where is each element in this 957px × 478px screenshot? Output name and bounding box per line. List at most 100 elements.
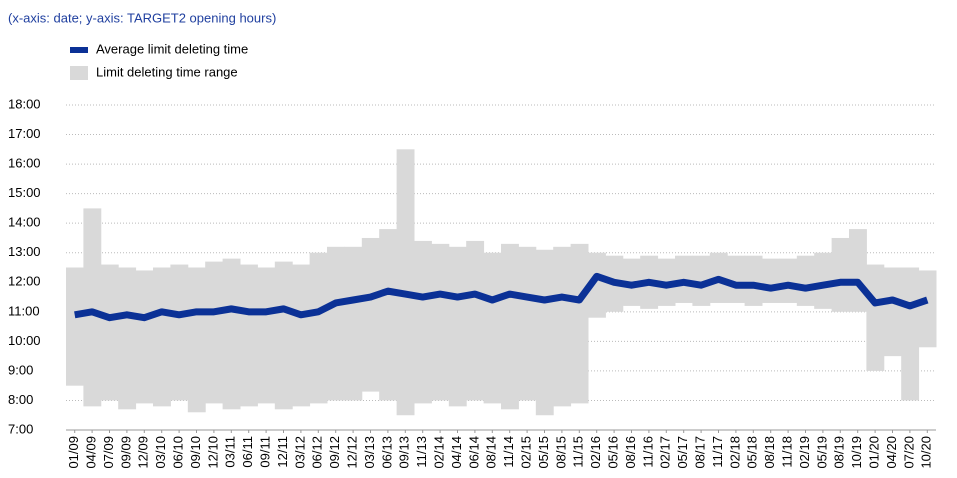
x-tick-label: 01/20	[867, 436, 882, 469]
y-tick-label: 10:00	[8, 333, 41, 348]
range-bar	[222, 258, 241, 410]
x-tick-label: 08/18	[762, 436, 777, 469]
x-tick-label: 04/20	[884, 436, 899, 469]
x-tick-label: 09/09	[118, 436, 133, 469]
y-tick-label: 11:00	[8, 303, 40, 318]
y-tick-label: 13:00	[8, 244, 41, 259]
range-bar	[466, 240, 485, 401]
range-bar	[779, 258, 798, 303]
range-bar	[135, 270, 154, 404]
range-bar	[118, 267, 137, 410]
range-bar	[501, 243, 519, 410]
x-tick-label: 08/16	[623, 436, 638, 469]
legend-swatch	[70, 47, 88, 53]
x-tick-label: 08/14	[484, 436, 499, 469]
range-bar	[344, 246, 363, 401]
x-tick-label: 11/17	[710, 436, 725, 468]
x-tick-label: 04/14	[449, 436, 464, 469]
x-tick-label: 06/12	[310, 436, 325, 469]
range-bar	[396, 149, 415, 416]
range-bar	[762, 258, 780, 303]
x-tick-label: 06/11	[240, 436, 255, 468]
x-tick-label: 10/19	[849, 436, 864, 469]
y-tick-label: 18:00	[8, 96, 41, 111]
x-tick-label: 03/13	[362, 436, 377, 469]
x-tick-label: 09/10	[188, 436, 203, 469]
x-tick-label: 07/20	[901, 436, 916, 469]
range-bar	[240, 264, 258, 407]
x-tick-label: 11/15	[571, 436, 586, 468]
x-tick-label: 08/17	[693, 436, 708, 469]
range-bar	[483, 252, 502, 404]
y-tick-label: 8:00	[8, 392, 33, 407]
x-tick-label: 07/09	[101, 436, 116, 469]
x-tick-label: 11/13	[414, 436, 429, 468]
legend-label: Limit deleting time range	[96, 64, 238, 79]
x-tick-label: 04/09	[84, 436, 99, 469]
range-bar	[901, 267, 920, 401]
x-tick-label: 10/20	[919, 436, 934, 469]
x-tick-label: 02/15	[519, 436, 534, 469]
x-tick-label: 02/17	[658, 436, 673, 469]
range-bar	[327, 246, 345, 401]
range-bar	[727, 255, 746, 303]
range-bar	[692, 255, 711, 306]
range-bar	[431, 243, 450, 401]
x-tick-label: 03/12	[292, 436, 307, 469]
range-bar	[570, 243, 589, 404]
x-tick-label: 05/16	[606, 436, 621, 469]
range-bar	[535, 249, 554, 416]
range-bar	[796, 255, 815, 306]
range-bar	[831, 237, 850, 312]
x-tick-label: 09/12	[327, 436, 342, 469]
x-tick-label: 03/10	[153, 436, 168, 469]
legend-swatch	[70, 66, 88, 80]
range-bar	[814, 252, 833, 309]
x-tick-label: 05/15	[536, 436, 551, 469]
x-tick-label: 12/09	[136, 436, 151, 469]
y-tick-label: 15:00	[8, 185, 41, 200]
x-tick-label: 06/13	[379, 436, 394, 469]
range-bar	[518, 246, 537, 401]
x-tick-label: 02/19	[797, 436, 812, 469]
range-bar	[866, 264, 885, 371]
x-tick-label: 09/13	[397, 436, 412, 469]
x-tick-label: 06/14	[466, 436, 481, 469]
x-tick-label: 11/18	[780, 436, 795, 468]
range-bar	[274, 261, 293, 410]
y-tick-label: 12:00	[8, 274, 41, 289]
x-tick-label: 02/16	[588, 436, 603, 469]
chart-subtitle: (x-axis: date; y-axis: TARGET2 opening h…	[8, 10, 276, 25]
range-bar	[153, 267, 171, 407]
x-tick-label: 09/11	[258, 436, 273, 468]
range-bar	[379, 229, 398, 401]
range-bar	[66, 267, 84, 386]
x-tick-label: 06/10	[171, 436, 186, 469]
average-line	[74, 272, 929, 322]
x-tick-label: 01/09	[66, 436, 81, 469]
x-tick-label: 02/14	[432, 436, 447, 469]
x-tick-label: 12/10	[205, 436, 220, 469]
x-tick-label: 12/12	[345, 436, 360, 469]
range-bar	[205, 261, 224, 404]
range-bar	[849, 229, 867, 312]
range-bar	[309, 252, 328, 404]
x-tick-label: 11/16	[640, 436, 655, 468]
y-tick-label: 14:00	[8, 215, 41, 230]
range-bar	[170, 264, 189, 401]
range-bar	[448, 246, 467, 407]
x-tick-label: 12/11	[275, 436, 290, 468]
range-bar	[257, 267, 276, 404]
range-bar	[883, 267, 902, 357]
legend-label: Average limit deleting time	[96, 41, 248, 56]
y-tick-label: 17:00	[8, 126, 41, 141]
range-bar	[83, 208, 102, 407]
x-tick-label: 05/17	[675, 436, 690, 469]
x-tick-label: 05/19	[814, 436, 829, 469]
y-tick-label: 7:00	[8, 421, 33, 436]
range-bar	[292, 264, 311, 407]
range-bar	[588, 252, 606, 318]
x-tick-label: 02/18	[727, 436, 742, 469]
range-bar	[414, 240, 432, 404]
